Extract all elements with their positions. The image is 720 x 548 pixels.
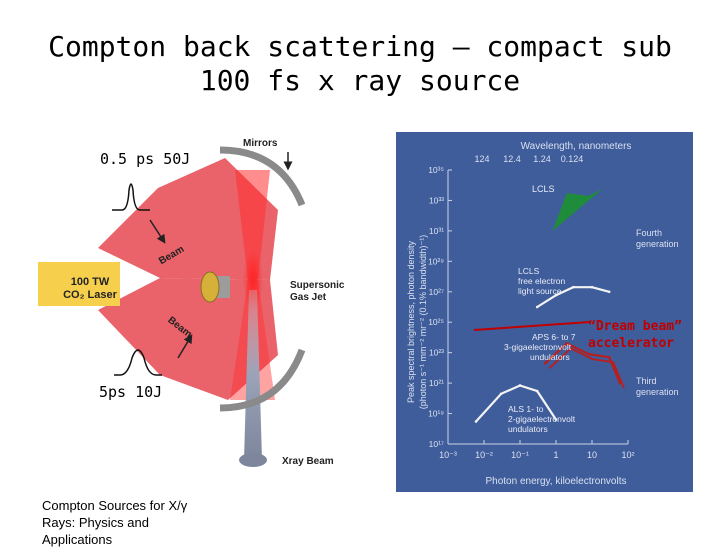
focus-glow <box>243 250 263 310</box>
brightness-chart: Wavelength, nanometers Photon energy, ki… <box>396 132 693 492</box>
series-point-1 <box>590 285 594 289</box>
title-line-1: Compton back scattering – compact sub <box>48 30 672 63</box>
y-tick-label: 10¹⁷ <box>429 439 444 449</box>
dream-beam-line-1: “Dream beam” <box>588 319 682 334</box>
laser-label-line-1: 100 TW <box>70 276 110 288</box>
label-lcls-region: LCLS <box>532 184 555 194</box>
series-point-3 <box>535 389 539 393</box>
mirror-upper <box>219 146 306 207</box>
series-point-2 <box>587 352 590 356</box>
label-als: ALS 1- to 2-gigaelectronvolt undulators <box>508 404 576 434</box>
xray-spot <box>239 453 267 467</box>
gas-jet-line-1: Supersonic <box>290 280 345 291</box>
series-line-aps-second <box>548 347 625 389</box>
series-point-2 <box>607 355 611 359</box>
series-point-1 <box>535 305 539 309</box>
gas-jet-line-2: Gas Jet <box>290 292 327 303</box>
x-tick-label: 10 <box>587 450 597 460</box>
series-point-3 <box>518 384 522 387</box>
laser-box <box>38 262 120 306</box>
y-tick-label: 10³¹ <box>429 226 444 236</box>
series-point-1 <box>554 293 558 297</box>
series-point-3 <box>474 420 478 423</box>
series-point-2 <box>543 362 547 365</box>
beam-path-upper <box>98 158 278 280</box>
laser-label-line-2: CO₂ Laser <box>63 289 117 301</box>
xray-beam-label: Xray Beam <box>282 456 334 467</box>
series-point-2 <box>618 381 622 385</box>
y-tick-label: 10²⁹ <box>428 256 444 266</box>
y-tick-label: 10³³ <box>429 195 444 205</box>
series-point-1 <box>607 290 611 294</box>
annotation-third-generation: Third generation <box>636 376 679 397</box>
x-tick-label: 10⁻¹ <box>511 450 529 460</box>
long-pulse-label: 5ps 10J <box>99 383 163 401</box>
series-point-3 <box>499 392 503 396</box>
beam-focus-cone <box>235 170 270 280</box>
series-point-3 <box>554 418 558 421</box>
x-tick-label: 10² <box>621 450 634 460</box>
series-point-1 <box>571 285 575 289</box>
top-tick-label: 0.124 <box>561 154 584 164</box>
short-pulse-shape <box>112 183 150 211</box>
annotation-fourth-generation: Fourth generation <box>636 228 679 249</box>
beam-arrow-upper <box>149 219 166 244</box>
y-axis-title-line-1: Peak spectral brightness, photon density <box>406 240 416 403</box>
short-pulse-label: 0.5 ps 50J <box>100 150 191 168</box>
dream-beam-callout: “Dream beam” accelerator <box>588 318 682 352</box>
gas-jet-nozzle <box>200 271 220 303</box>
series-point-2 <box>565 342 569 345</box>
slide-title: Compton back scattering – compact sub 10… <box>0 30 720 98</box>
x-tick-label: 10⁻³ <box>439 450 457 460</box>
top-tick-label: 12.4 <box>503 154 521 164</box>
y-tick-label: 10²⁵ <box>428 317 444 327</box>
title-line-2: 100 fs x ray source <box>199 64 521 97</box>
y-tick-label: 10¹⁹ <box>428 409 444 419</box>
y-tick-label: 10²³ <box>429 348 444 358</box>
xray-beam <box>244 290 262 460</box>
laser-label: 100 TW CO₂ Laser <box>55 276 125 302</box>
label-lcls-fel: LCLS free electron light source <box>518 266 566 296</box>
mirrors-label: Mirrors <box>243 138 278 149</box>
chart-background <box>396 132 693 492</box>
top-axis-title: Wavelength, nanometers <box>521 141 632 152</box>
y-axis-title-line-2: (photon s⁻¹ mm⁻² mr⁻² (0.1% bandwidth)⁻¹… <box>418 235 428 410</box>
mirror-lower <box>219 348 306 412</box>
top-tick-label: 124 <box>474 154 489 164</box>
x-axis-title: Photon energy, kiloelectronvolts <box>485 476 626 487</box>
beam-arrow-lower <box>177 334 193 359</box>
x-tick-label: 10⁻² <box>475 450 493 460</box>
top-tick-label: 1.24 <box>533 154 551 164</box>
compton-setup-diagram <box>38 146 306 467</box>
gas-jet-label: Supersonic Gas Jet <box>290 280 344 304</box>
x-tick-label: 1 <box>553 450 558 460</box>
y-tick-label: 10²⁷ <box>429 287 444 297</box>
dream-beam-line-2: accelerator <box>588 336 675 351</box>
long-pulse-shape <box>114 349 162 376</box>
y-tick-label: 10²¹ <box>429 378 444 388</box>
source-note: Compton Sources for X/γ Rays: Physics an… <box>42 498 188 547</box>
label-aps: APS 6- to 7 3-gigaelectronvolt undulators <box>504 332 576 362</box>
y-tick-label: 10³⁵ <box>428 165 444 175</box>
